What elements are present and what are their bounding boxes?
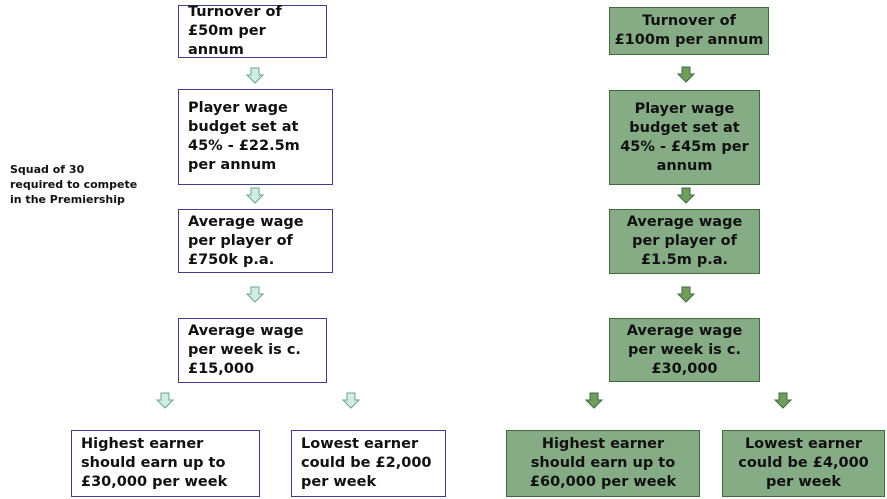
text-line: Average wage — [626, 214, 743, 230]
flow-box: Highest earner should earn up to £30,000 p… — [71, 430, 260, 497]
text-line: £30,000 — [651, 360, 718, 377]
flow-box: Player wage budget set at 45% - £22.5m per … — [178, 89, 333, 185]
text-line: Turnover of — [188, 4, 282, 20]
arrow — [156, 392, 174, 409]
text-line: budget set at — [629, 119, 740, 136]
flow-box: Highest earner should earn up to £60,000 p… — [506, 430, 700, 497]
flow-box: Player wage budget set at 45% - £45m per an… — [609, 90, 760, 185]
text-line: Highest earner — [81, 436, 204, 452]
text-line: per player of — [188, 232, 293, 249]
flow-box: Lowest earner could be £2,000 per week — [291, 430, 446, 497]
text-line: Player wage — [634, 100, 735, 117]
arrow — [342, 392, 360, 409]
text-line: Squad of 30 — [10, 163, 85, 176]
text-line: per week is c. — [188, 342, 301, 358]
flow-box: Turnover of £100m per annum — [609, 7, 769, 55]
text-line: budget set at — [188, 119, 299, 135]
flow-box: Average wage per player of £1.5m p.a. — [609, 209, 760, 274]
arrow — [246, 187, 264, 204]
text-line: Average wage — [188, 323, 304, 339]
text-line: £1.5m p.a. — [640, 252, 729, 268]
side-note: Squad of 30 required to compete in the Pre… — [10, 162, 137, 207]
flow-box: Average wage per player of £750k p.a. — [178, 209, 333, 273]
text-line: £15,000 — [188, 361, 255, 377]
text-line: per player of — [632, 233, 737, 249]
text-line: annum — [656, 157, 713, 174]
text-line: per week is c. — [628, 341, 741, 358]
arrow — [585, 392, 603, 409]
text-line: £100m per annum — [614, 32, 764, 48]
text-line: should earn up to — [530, 455, 676, 471]
text-line: could be £4,000 — [738, 455, 869, 471]
text-line: per annum — [188, 157, 277, 173]
arrow — [246, 286, 264, 303]
text-line: 45% - £45m per — [620, 138, 749, 155]
flow-box: Turnover of £50m per annum — [178, 4, 327, 58]
flow-box: Average wage per week is c. £30,000 — [609, 318, 760, 382]
text-line: Player wage — [188, 100, 288, 116]
text-line: required to compete — [10, 178, 138, 191]
text-line: in the Premiership — [10, 193, 125, 206]
text-line: per week — [301, 474, 377, 490]
text-line: Lowest earner — [744, 436, 863, 452]
text-line: 45% - £22.5m — [188, 138, 300, 154]
flow-box: Lowest earner could be £4,000 per week — [722, 430, 885, 497]
text-line: £30,000 per week — [81, 474, 228, 490]
text-line: Highest earner — [541, 436, 665, 452]
text-line: could be £2,000 — [301, 455, 432, 471]
arrow — [246, 67, 264, 84]
text-line: per week — [765, 474, 842, 490]
text-line: Average wage — [188, 213, 304, 230]
text-line: Turnover of — [642, 13, 736, 29]
text-line: £750k p.a. — [188, 251, 275, 268]
arrow — [677, 187, 695, 204]
arrow — [774, 392, 792, 409]
arrow — [677, 286, 695, 303]
text-line: £60,000 per week — [529, 474, 677, 490]
text-line: should earn up to — [81, 455, 226, 471]
text-line: Lowest earner — [301, 436, 419, 452]
text-line: Average wage — [626, 322, 743, 339]
text-line: £50m per annum — [188, 23, 266, 58]
arrow — [677, 66, 695, 83]
flow-box: Average wage per week is c. £15,000 — [178, 318, 327, 383]
